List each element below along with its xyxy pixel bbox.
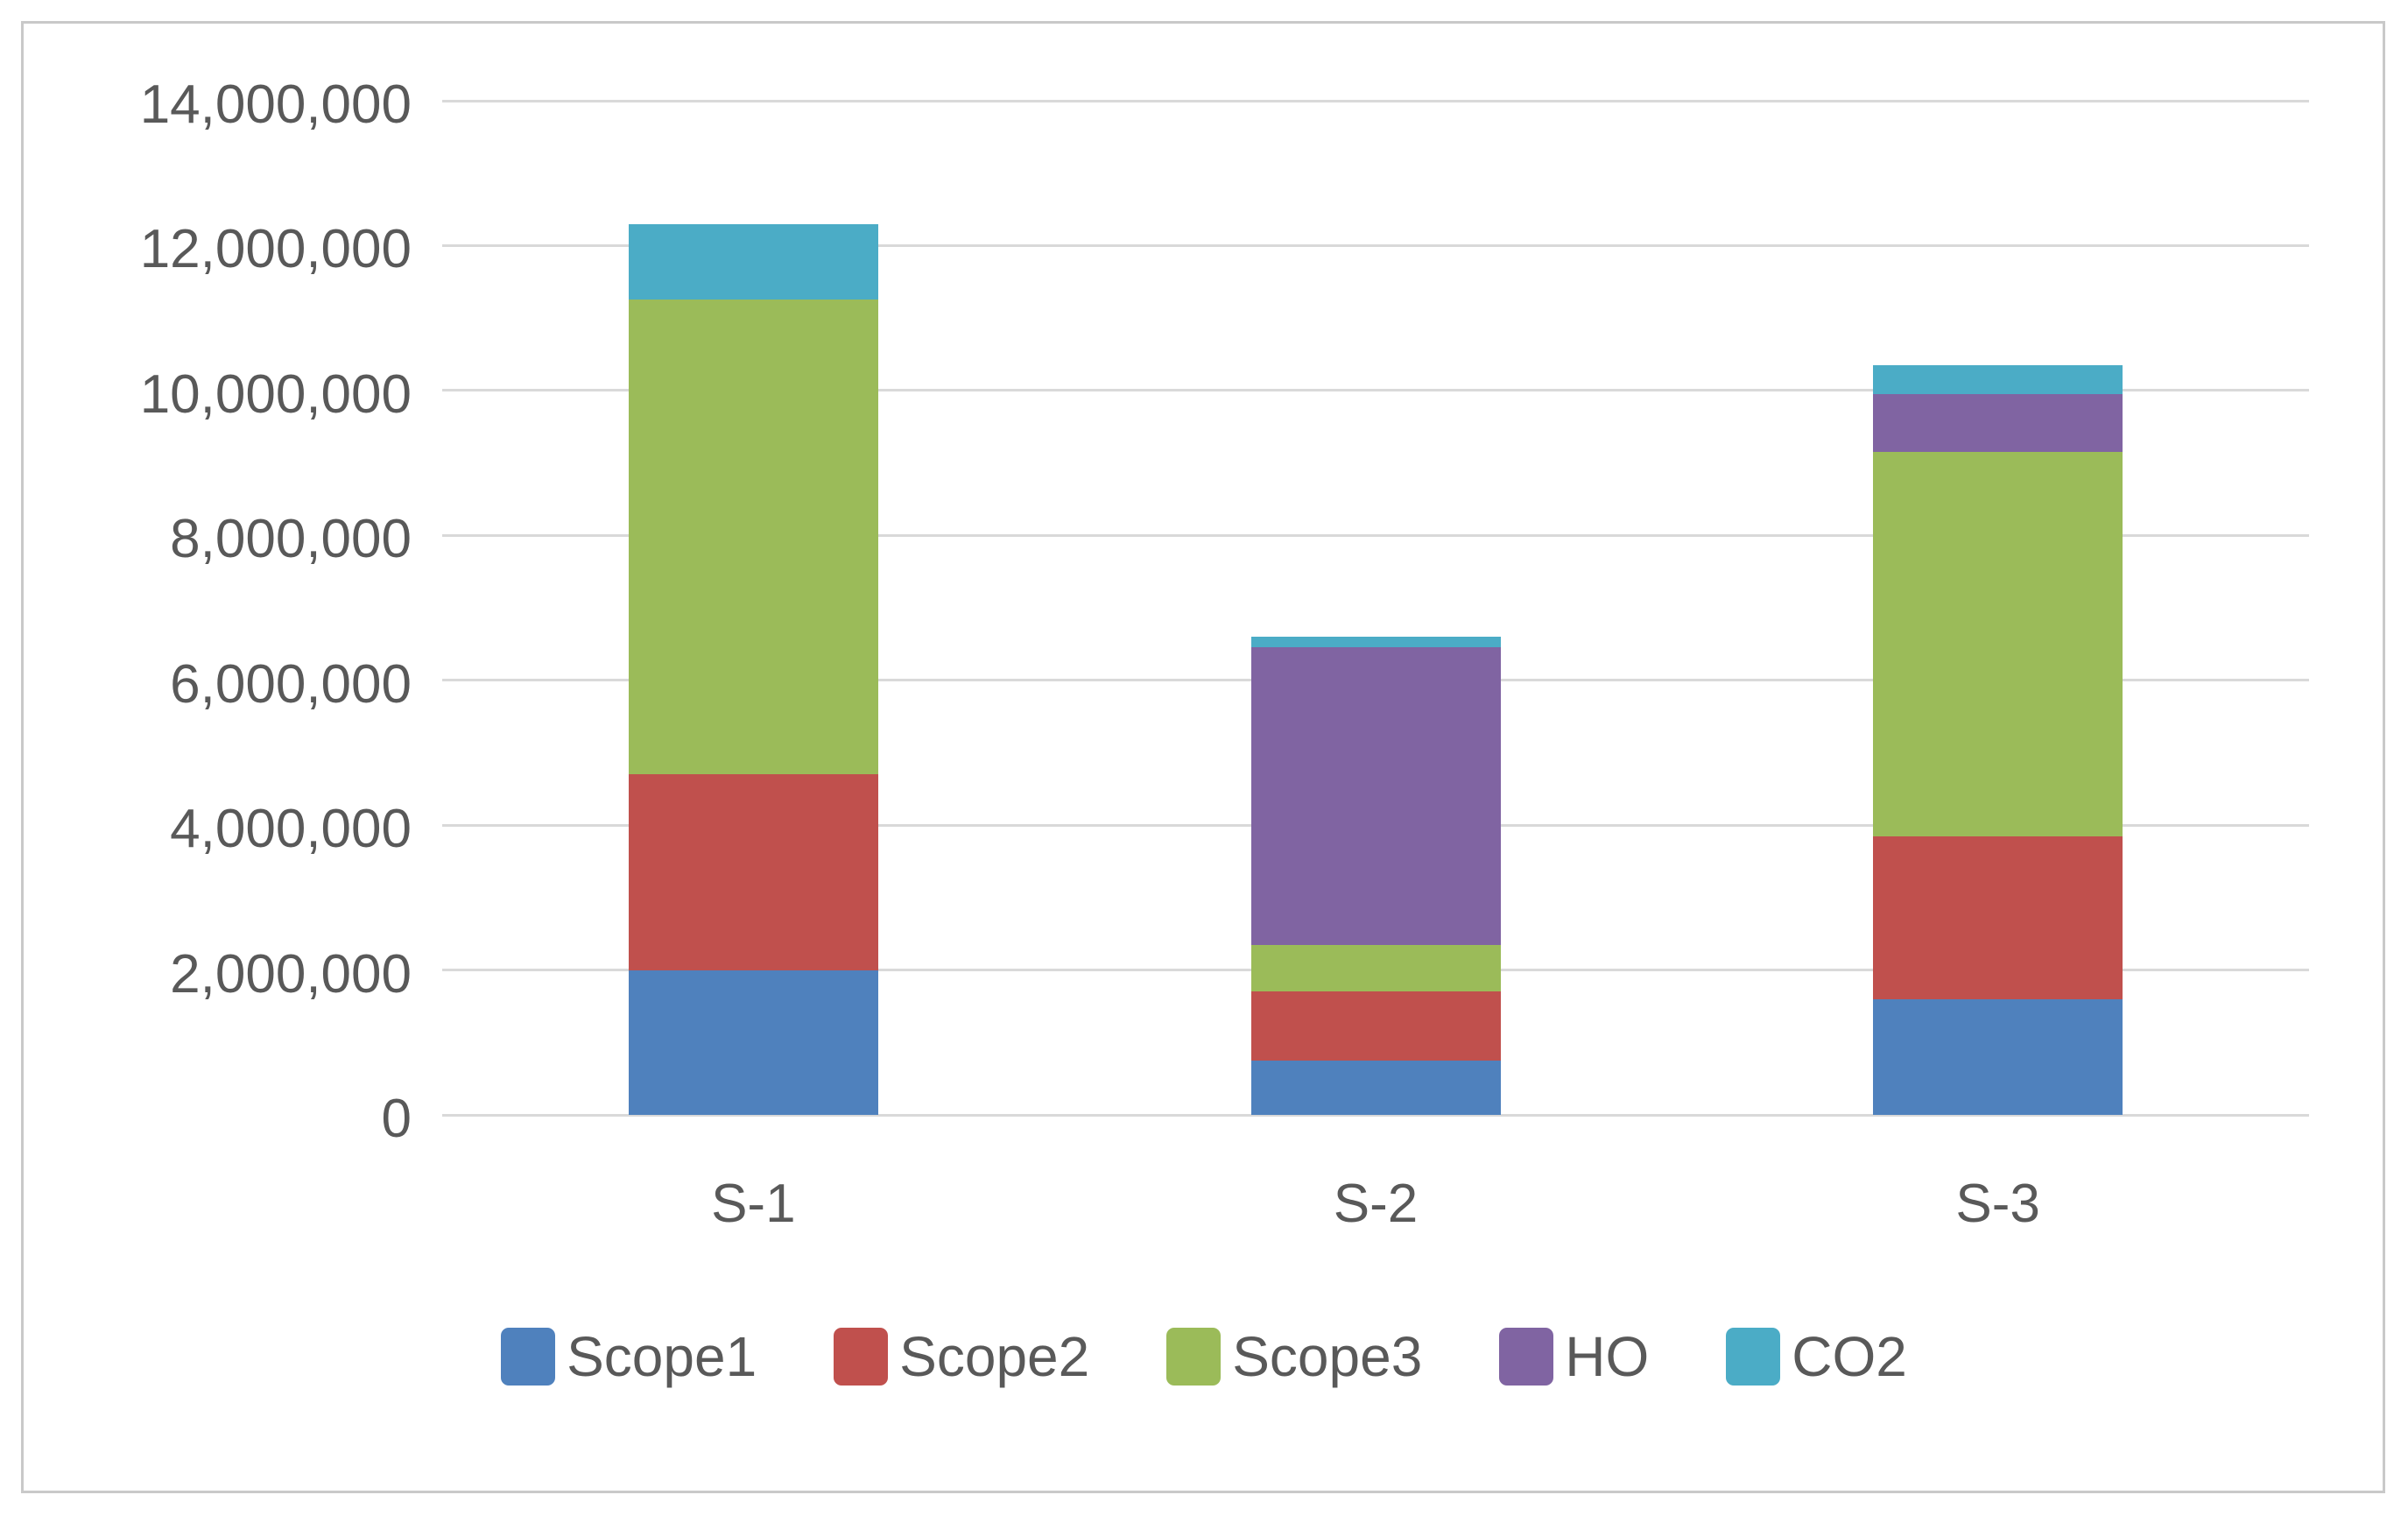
- gridline-8000000: [442, 533, 2309, 537]
- legend-swatch-scope2: [834, 1328, 889, 1386]
- legend-item-ho: HO: [1499, 1328, 1649, 1386]
- bar-s-2-ho: [1250, 647, 1501, 945]
- bar-s-1-scope3: [628, 300, 878, 775]
- y-axis-tick-label: 6,000,000: [170, 653, 412, 715]
- legend-item-scope3: Scope3: [1166, 1328, 1422, 1386]
- bar-s-1-co2: [628, 223, 878, 300]
- bar-s-2-scope3: [1250, 944, 1501, 992]
- y-axis-tick-label: 10,000,000: [139, 363, 412, 425]
- x-axis-tick-label: S-3: [1955, 1174, 2040, 1234]
- bar-s-3-scope2: [1873, 836, 2123, 999]
- x-axis-tick-label: S-1: [711, 1174, 796, 1234]
- gridline-10000000: [442, 389, 2309, 392]
- legend-swatch-co2: [1726, 1328, 1781, 1386]
- bar-s-1-scope2: [628, 774, 878, 970]
- bar-s-2-co2: [1250, 637, 1501, 648]
- legend-label: Scope1: [567, 1325, 757, 1388]
- legend-label: HO: [1565, 1325, 1650, 1388]
- gridline-12000000: [442, 243, 2309, 247]
- legend-label: Scope3: [1232, 1325, 1423, 1388]
- legend-swatch-scope1: [501, 1328, 556, 1386]
- y-axis-tick-label: 0: [381, 1089, 412, 1149]
- bar-s-2-scope2: [1250, 991, 1501, 1061]
- bar-s-3-ho: [1873, 393, 2123, 453]
- bar-s-3-scope1: [1873, 998, 2123, 1115]
- legend-label: Scope2: [899, 1325, 1090, 1388]
- gridline-14000000: [442, 99, 2309, 102]
- legend-swatch-ho: [1499, 1328, 1554, 1386]
- legend-item-co2: CO2: [1726, 1328, 1907, 1386]
- y-axis-tick-label: 8,000,000: [170, 509, 412, 570]
- x-axis-tick-label: S-2: [1333, 1174, 1419, 1234]
- y-axis-tick-label: 12,000,000: [139, 219, 412, 280]
- bar-s-2-scope1: [1250, 1060, 1501, 1115]
- y-axis-tick-label: 2,000,000: [170, 943, 412, 1005]
- bar-s-1-scope1: [628, 970, 878, 1115]
- bar-s-3-co2: [1873, 364, 2123, 394]
- y-axis-tick-label: 4,000,000: [170, 799, 412, 860]
- gridline-0: [442, 1113, 2309, 1117]
- bar-s-3-scope3: [1873, 452, 2123, 836]
- legend-label: CO2: [1792, 1325, 1907, 1388]
- legend-swatch-scope3: [1166, 1328, 1222, 1386]
- legend: Scope1 Scope2 Scope3 HO CO2: [0, 1328, 2408, 1386]
- legend-item-scope2: Scope2: [834, 1328, 1089, 1386]
- legend-item-scope1: Scope1: [501, 1328, 757, 1386]
- y-axis-tick-label: 14,000,000: [139, 74, 412, 135]
